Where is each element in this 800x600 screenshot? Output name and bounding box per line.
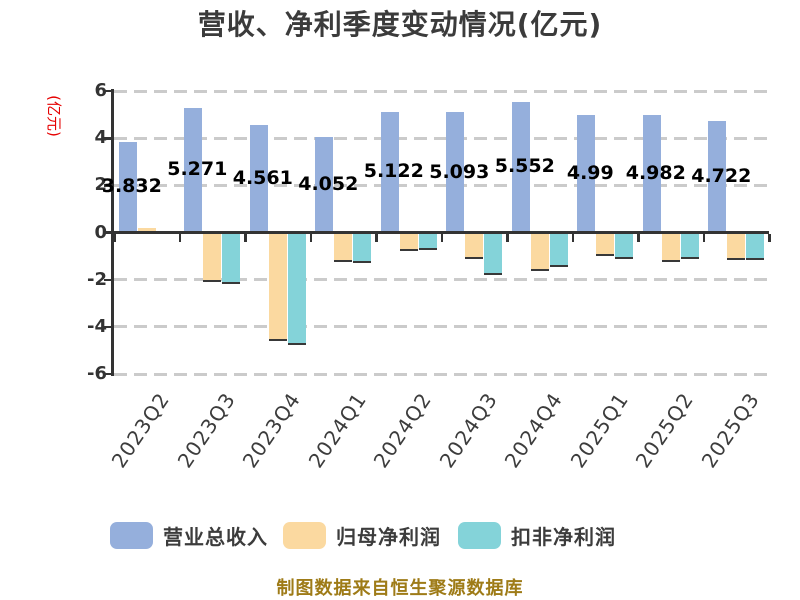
bar-ex-nonrecurring-profit-2025Q3 [746,232,765,260]
bar-revenue-2023Q4 [249,125,268,233]
y-axis-tick-label--2: -2 [87,268,107,290]
bar-revenue-2024Q2 [380,111,399,233]
x-axis-label-2023Q4: 2023Q4 [237,388,306,473]
x-axis-tick-mark [637,234,640,242]
value-label-2024Q3: 5.093 [429,160,490,183]
bar-revenue-2024Q1 [315,137,334,233]
bar-net-profit-2023Q4 [268,232,287,341]
bar-revenue-2023Q2 [118,142,137,233]
data-source-note: 制图数据来自恒生聚源数据库 [276,578,524,599]
gridline-y-4 [114,136,769,140]
gridline-y-6 [114,89,769,93]
legend-swatch-revenue [110,521,153,549]
value-label-2025Q2: 4.982 [625,161,686,184]
bar-revenue-2023Q3 [184,108,203,233]
bar-net-profit-2024Q4 [530,232,549,271]
y-axis-tick-label-4: 4 [94,127,107,149]
x-axis-label-2024Q2: 2024Q2 [368,388,437,473]
bar-ex-nonrecurring-profit-2025Q1 [615,232,634,259]
x-axis-tick-mark [571,234,574,242]
x-axis-label-2024Q4: 2024Q4 [499,388,568,473]
value-label-2025Q1: 4.99 [566,161,614,184]
bar-net-profit-2024Q1 [334,232,353,262]
x-axis-tick-mark [113,234,116,242]
value-label-2024Q4: 5.552 [494,155,555,177]
bar-revenue-2024Q4 [511,101,530,233]
gridline-y-2 [114,183,769,187]
y-axis-tick-mark--4 [104,325,112,329]
value-label-2024Q2: 5.122 [363,160,424,183]
value-label-2023Q4: 4.561 [232,166,293,189]
bar-ex-nonrecurring-profit-2024Q2 [418,232,437,251]
x-axis-tick-mark [440,234,443,242]
x-axis-label-2023Q2: 2023Q2 [106,388,175,473]
bar-net-profit-2025Q3 [727,232,746,260]
x-axis-label-2025Q2: 2025Q2 [630,388,699,473]
y-axis-tick-label-0: 0 [94,221,107,243]
bar-net-profit-2023Q2 [137,228,156,233]
bar-net-profit-2025Q2 [661,232,680,263]
bar-ex-nonrecurring-profit-2023Q4 [287,232,306,346]
value-label-2023Q2: 3.832 [101,175,162,198]
bar-revenue-2025Q2 [642,115,661,233]
bar-revenue-2024Q3 [446,112,465,233]
x-axis-label-2025Q1: 2025Q1 [565,388,634,473]
x-axis-label-2024Q3: 2024Q3 [434,388,503,473]
x-axis-tick-mark [768,234,771,242]
y-axis-tick-label--6: -6 [87,363,107,384]
chart-title: 营收、净利季度变动情况(亿元) [197,8,603,41]
x-axis-label-2023Q3: 2023Q3 [172,388,241,473]
y-axis-tick-mark--2 [104,278,112,281]
bar-revenue-2025Q3 [708,121,727,233]
legend-item-ex-nonrecurring-profit: 扣非净利润 [458,521,616,549]
bar-net-profit-2024Q2 [399,232,418,251]
bar-net-profit-2024Q3 [465,232,484,260]
legend-label-ex-nonrecurring-profit: 扣非净利润 [511,524,616,549]
x-axis-tick-mark [506,234,509,242]
legend-item-net-profit: 归母净利润 [283,521,441,549]
legend-swatch-ex-nonrecurring-profit [458,521,501,549]
gridline-y--4 [114,325,769,329]
legend-label-net-profit: 归母净利润 [336,524,441,549]
bar-net-profit-2023Q3 [203,232,222,282]
bar-ex-nonrecurring-profit-2024Q3 [484,232,503,275]
y-axis-tick-label-6: 6 [94,80,107,101]
bar-net-profit-2025Q1 [596,232,615,257]
zero-axis-line [111,231,769,234]
bar-ex-nonrecurring-profit-2024Q4 [549,232,568,268]
legend-swatch-net-profit [283,521,326,549]
x-axis-tick-mark [702,234,705,242]
y-axis-tick-mark-2 [104,184,112,187]
x-axis-label-2025Q3: 2025Q3 [696,388,765,473]
y-axis-tick-label--4: -4 [87,315,107,337]
bar-ex-nonrecurring-profit-2024Q1 [353,232,372,264]
x-axis-tick-mark [309,234,312,242]
value-label-2024Q1: 4.052 [298,172,359,195]
bar-ex-nonrecurring-profit-2025Q2 [680,232,699,260]
value-label-2023Q3: 5.271 [167,158,228,181]
legend-label-revenue: 营业总收入 [163,524,268,549]
x-axis-tick-mark [178,234,181,242]
gridline-y--2 [114,278,769,282]
y-axis-tick-mark-6 [104,89,112,93]
bar-revenue-2025Q1 [577,114,596,233]
x-axis-label-2024Q1: 2024Q1 [303,388,372,473]
y-axis-tick-label-2: 2 [94,174,107,196]
x-axis-tick-mark [375,234,378,242]
x-axis-tick-mark [244,234,247,242]
legend: 营业总收入 归母净利润 扣非净利润 [0,521,800,551]
legend-item-revenue: 营业总收入 [110,521,268,549]
value-label-2025Q3: 4.722 [691,164,752,187]
y-axis-tick-mark--6 [104,372,112,376]
y-axis-tick-mark-4 [104,137,112,140]
bar-ex-nonrecurring-profit-2023Q3 [222,232,241,285]
y-axis-tick-mark-0 [104,231,112,234]
gridline-y--6 [114,372,769,376]
